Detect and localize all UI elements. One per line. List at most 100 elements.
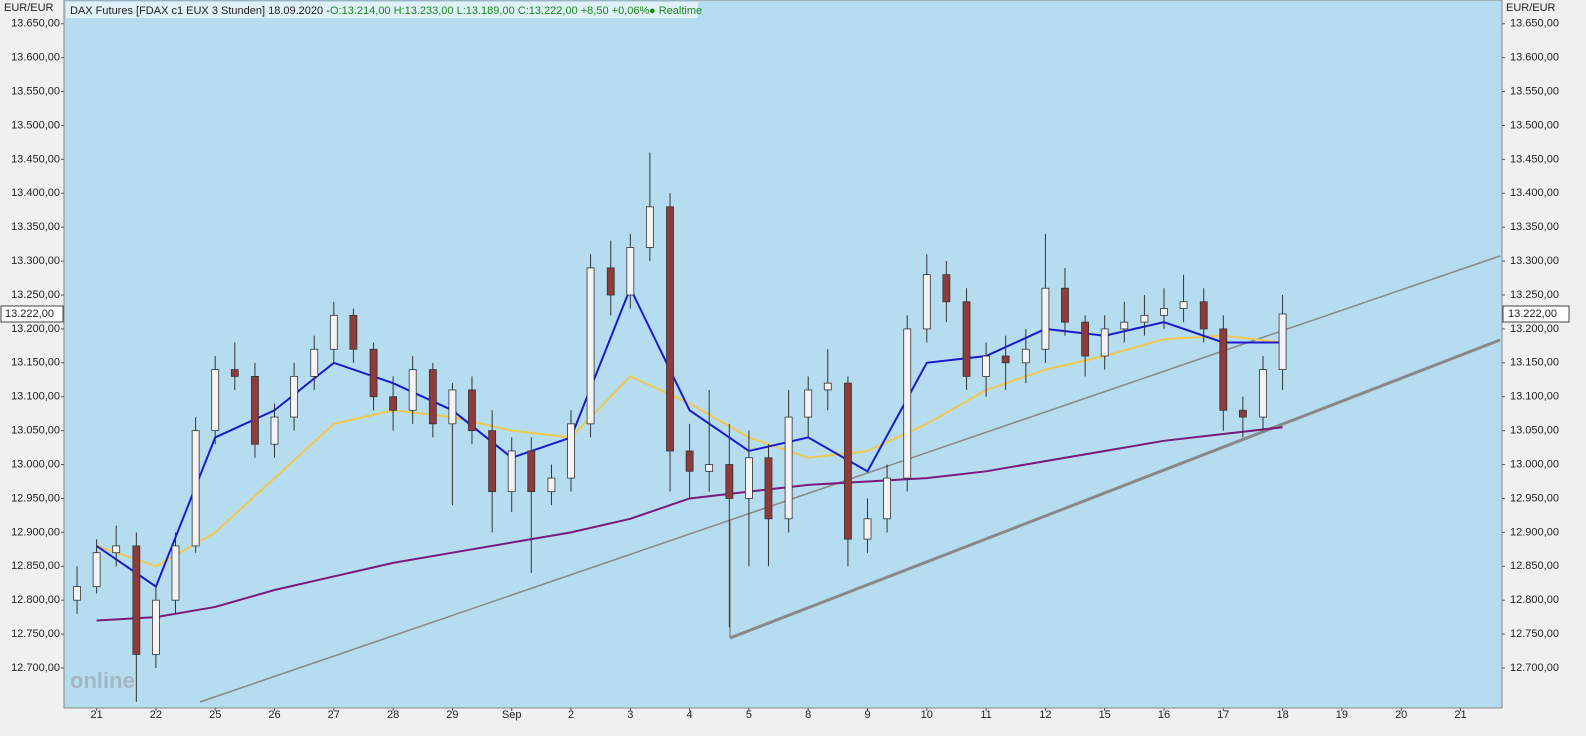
candle-body: [132, 545, 141, 655]
last-price-label: 13.222,00: [1508, 308, 1557, 320]
candle-body: [349, 314, 358, 350]
x-tick-label: 22: [150, 709, 162, 721]
candle-body: [408, 369, 417, 411]
candle-body: [507, 450, 516, 493]
x-tick-label: 27: [328, 709, 340, 721]
candle-body: [745, 457, 753, 499]
y-tick-label: 13.050,00: [1510, 425, 1559, 437]
candle-body: [488, 430, 497, 493]
y-tick-label: 13.250,00: [1510, 289, 1559, 301]
candle-body: [211, 369, 220, 432]
y-tick-label: 12.900,00: [1510, 526, 1559, 538]
y-tick-label: 13.200,00: [11, 323, 60, 335]
x-tick-label: 21: [90, 709, 102, 721]
logo: online: [70, 668, 135, 693]
y-tick-label: 13.650,00: [1510, 18, 1559, 30]
y-tick-label: 13.400,00: [1510, 187, 1559, 199]
y-tick-label: 13.550,00: [11, 85, 60, 97]
x-tick-label: 15: [1099, 709, 1111, 721]
x-tick-label: 4: [687, 709, 693, 721]
x-tick-label: 17: [1217, 709, 1229, 721]
candle-body: [844, 382, 852, 540]
candle-body: [1081, 321, 1090, 357]
y-tick-label: 12.700,00: [11, 662, 60, 674]
candle-body: [290, 375, 298, 418]
y-tick-label: 13.600,00: [1510, 52, 1559, 64]
x-tick-label: 28: [387, 709, 399, 721]
last-price-label: 13.222,00: [5, 308, 54, 320]
candle-body: [586, 267, 595, 425]
y-tick-label: 12.900,00: [11, 526, 60, 538]
candle-body: [1001, 355, 1010, 364]
candle-body: [230, 369, 239, 377]
candle-body: [329, 314, 338, 350]
x-tick-label: 20: [1395, 709, 1407, 721]
x-tick-label: 26: [268, 709, 280, 721]
y-tick-label: 13.600,00: [11, 52, 60, 64]
candle-body: [903, 328, 912, 479]
last-price-tag: [1502, 305, 1570, 323]
y-tick-label: 13.500,00: [1510, 119, 1559, 131]
header-box: [66, 2, 698, 18]
candle-body: [527, 450, 536, 493]
y-tick-label: 12.850,00: [1510, 560, 1559, 572]
y-tick-label: 13.000,00: [11, 458, 60, 470]
y-tick-label: 12.950,00: [1510, 492, 1559, 504]
candle-body: [1199, 301, 1208, 330]
candle-body: [883, 477, 891, 520]
candle-body: [725, 464, 734, 499]
ohlc-text: O:13.214,00 H:13.233,00 L:13.189,00 C:13…: [330, 5, 649, 17]
x-tick-label: 5: [746, 709, 752, 721]
candle-body: [1179, 301, 1188, 309]
x-tick-label: 12: [1039, 709, 1051, 721]
candle-body: [784, 416, 793, 520]
x-tick-label: 18: [1276, 709, 1288, 721]
candle-body: [310, 348, 319, 377]
y-tick-label: 13.400,00: [11, 187, 60, 199]
candle-body: [171, 545, 180, 601]
candle-body: [626, 247, 635, 296]
candle-body: [468, 389, 476, 432]
last-price-tag: [0, 305, 64, 323]
y-tick-label: 13.350,00: [11, 221, 60, 233]
mark-layer: [73, 152, 1287, 702]
y-tick-label: 12.800,00: [11, 594, 60, 606]
candle-body: [389, 396, 398, 411]
y-tick-label: 13.550,00: [1510, 85, 1559, 97]
candle-body: [823, 382, 832, 391]
y-tick-label: 13.350,00: [1510, 221, 1559, 233]
y-tick-label: 13.000,00: [1510, 458, 1559, 470]
y-tick-label: 13.300,00: [11, 255, 60, 267]
candle-body: [112, 545, 121, 554]
axis-unit: EUR/EUR: [4, 2, 54, 14]
y-tick-label: 12.750,00: [1510, 628, 1559, 640]
x-tick-label: Sep: [502, 709, 522, 721]
y-tick-label: 13.150,00: [11, 357, 60, 369]
candle-body: [152, 599, 160, 655]
x-tick-label: 10: [921, 709, 933, 721]
candle-body: [92, 552, 101, 588]
chart-title: DAX Futures [FDAX c1 EUX 3 Stunden] 18.0…: [70, 5, 330, 17]
candle-body: [251, 375, 259, 445]
x-tick-label: 25: [209, 709, 221, 721]
candle-body: [73, 586, 81, 601]
x-tick-label: 29: [446, 709, 458, 721]
candle-body: [666, 206, 674, 452]
candle-body: [922, 274, 931, 330]
corner: [1502, 708, 1586, 736]
y-tick-label: 13.050,00: [11, 425, 60, 437]
y-tick-label: 12.950,00: [11, 492, 60, 504]
y-tick-label: 13.100,00: [11, 391, 60, 403]
y-tick-label: 13.450,00: [11, 153, 60, 165]
candle-body: [1160, 308, 1168, 316]
candle-body: [448, 389, 457, 425]
y-tick-label: 13.650,00: [11, 18, 60, 30]
candle-body: [270, 416, 279, 445]
y-tick-label: 12.850,00: [11, 560, 60, 572]
candle-body: [567, 423, 575, 479]
y-tick-label: 13.300,00: [1510, 255, 1559, 267]
candle-body: [942, 274, 951, 303]
candle-body: [1061, 287, 1069, 323]
y-tick-label: 13.200,00: [1510, 323, 1559, 335]
x-tick-label: 3: [627, 709, 633, 721]
